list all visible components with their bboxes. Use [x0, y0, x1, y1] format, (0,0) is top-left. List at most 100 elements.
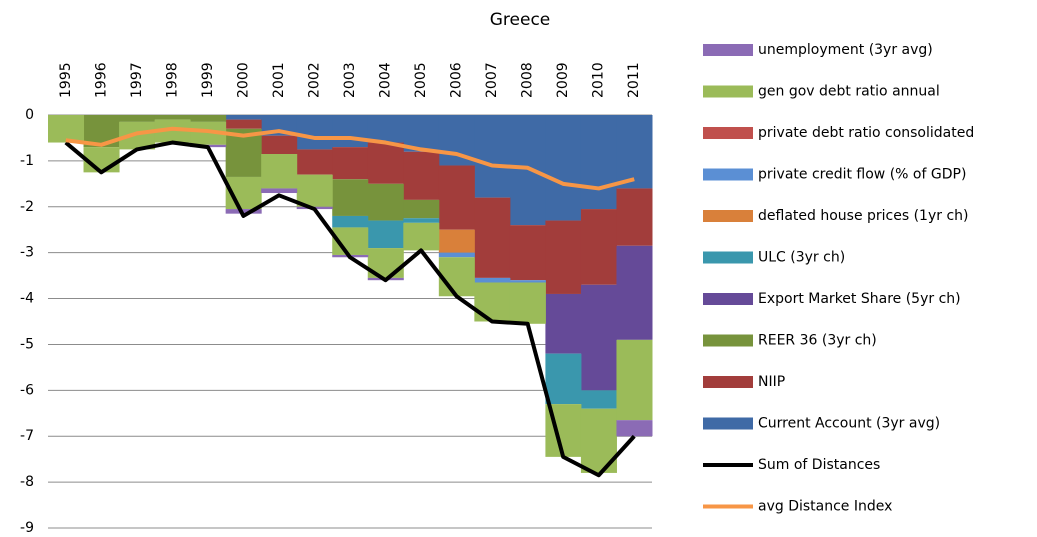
legend-swatch [703, 168, 753, 181]
x-tick-label: 2008 [520, 62, 536, 98]
y-tick-label: -2 [20, 199, 34, 215]
x-tick-label: 1996 [93, 62, 109, 98]
chart-title: Greece [490, 10, 551, 30]
bar-segment [438, 257, 475, 297]
legend-swatch [703, 293, 753, 305]
x-tick-label: 1999 [200, 62, 216, 98]
bar-segment [367, 183, 404, 221]
legend-label: Export Market Share (5yr ch) [758, 291, 961, 307]
bar-segment [509, 280, 546, 283]
legend-swatch [703, 127, 753, 139]
bar-segment [367, 220, 404, 249]
legend-swatch [703, 44, 753, 56]
bar-segment [509, 282, 546, 324]
bar-segment [296, 174, 333, 207]
bar-segment [190, 121, 227, 145]
legend-swatch [703, 417, 753, 430]
legend-swatch [703, 376, 753, 388]
bar-segment [119, 115, 156, 122]
x-tick-label: 2005 [413, 62, 429, 98]
bar-segment [509, 225, 546, 281]
legend-label: gen gov debt ratio annual [758, 84, 940, 100]
x-tick-label: 2001 [271, 62, 287, 98]
y-tick-label: 0 [25, 107, 34, 123]
bar-segment [616, 188, 653, 246]
y-tick-label: -3 [20, 245, 34, 261]
line-series [64, 140, 636, 478]
bar-segment [403, 151, 440, 200]
bar-segment [616, 420, 653, 437]
legend-label: private credit flow (% of GDP) [758, 167, 966, 183]
legend-swatch [703, 85, 753, 98]
bar-segment [474, 115, 511, 198]
y-tick-label: -9 [20, 520, 34, 536]
bar-segment [403, 222, 440, 251]
x-tick-label: 2009 [555, 62, 571, 98]
bar-segment [438, 165, 475, 230]
bar-segment [438, 252, 475, 258]
bar-segment [296, 115, 333, 150]
y-tick-label: -5 [20, 336, 34, 352]
legend-label: avg Distance Index [758, 499, 892, 515]
bar-segment [261, 188, 298, 194]
bar-segment [403, 218, 440, 223]
legend-label: Sum of Distances [758, 457, 880, 473]
x-tick-label: 2011 [626, 62, 642, 98]
bar-segment [545, 293, 582, 354]
x-tick-label: 2010 [591, 62, 607, 98]
x-tick-label: 2000 [235, 62, 251, 98]
bar-segment [225, 209, 262, 214]
bar-segment [296, 149, 333, 175]
bar-segment [474, 277, 511, 283]
bar-segment [580, 209, 617, 285]
bar-segment [403, 199, 440, 219]
bar-segment [332, 179, 369, 216]
legend-swatch [703, 334, 753, 347]
bar-segment [190, 115, 227, 122]
bar-segment [154, 119, 191, 143]
bar-segment [261, 135, 298, 155]
bar-segment [616, 245, 653, 340]
bar-segment [580, 390, 617, 409]
bar-segment [616, 339, 653, 421]
x-tick-label: 2007 [484, 62, 500, 98]
x-tick-label: 2004 [378, 62, 394, 98]
legend-swatch [703, 210, 753, 222]
x-tick-label: 2006 [449, 62, 465, 98]
bar-segment [438, 229, 475, 253]
bar-segment [332, 147, 369, 180]
legend-label: private debt ratio consolidated [758, 125, 974, 141]
bar-segment [367, 115, 404, 143]
legend-label: deflated house prices (1yr ch) [758, 208, 969, 224]
bar-segment [474, 282, 511, 322]
y-tick-label: -1 [20, 153, 34, 169]
bar-segment [225, 119, 262, 129]
legend-label: Current Account (3yr avg) [758, 416, 940, 432]
bar-segment [545, 220, 582, 294]
legend-label: ULC (3yr ch) [758, 250, 845, 266]
bar-segment [545, 353, 582, 405]
x-tick-label: 2002 [306, 62, 322, 98]
bar-segment [332, 215, 369, 228]
y-tick-label: -4 [20, 291, 34, 307]
bar-segment [261, 154, 298, 189]
bar-segment [616, 115, 653, 189]
y-tick-label: -6 [20, 382, 34, 398]
x-tick-label: 1995 [58, 62, 74, 98]
x-tick-label: 1998 [164, 62, 180, 98]
bar-segment [83, 147, 120, 173]
x-tick-label: 2003 [342, 62, 358, 98]
bar-segment [367, 142, 404, 184]
bar-segment [580, 115, 617, 210]
legend-swatch [703, 251, 753, 264]
bar-segment [48, 115, 85, 143]
legend-label: NIIP [758, 374, 785, 390]
y-tick-label: -7 [20, 428, 34, 444]
legend-label: REER 36 (3yr ch) [758, 333, 877, 349]
y-tick-label: -8 [20, 474, 34, 490]
legend-label: unemployment (3yr avg) [758, 42, 933, 58]
bar-segment [580, 284, 617, 391]
bar-segment [225, 115, 262, 120]
x-tick-label: 1997 [129, 62, 145, 98]
